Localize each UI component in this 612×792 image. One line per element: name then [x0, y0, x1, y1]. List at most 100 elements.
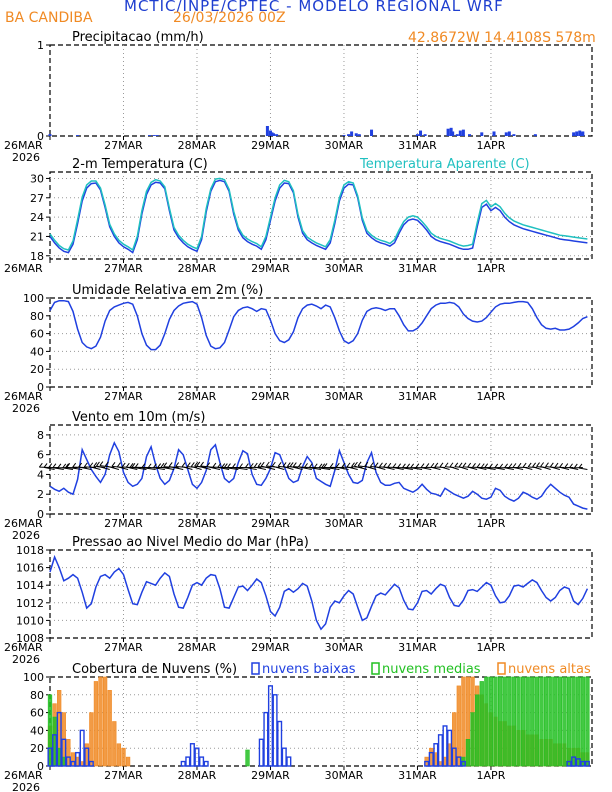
wind-barb [430, 466, 441, 470]
cloud-bar-nuvens-medias [562, 676, 567, 767]
cloud-bar-nuvens-baixas [442, 725, 448, 767]
rh-ytick-label: 80 [30, 310, 44, 323]
cloud-bar-nuvens-medias [507, 676, 512, 767]
wind-barb-tick [323, 463, 328, 468]
cloud-bar-nuvens-medias [534, 676, 540, 767]
precip-bar [449, 127, 453, 136]
cloud-bar-nuvens-baixas [52, 734, 58, 767]
wind-barb-tick [48, 463, 53, 468]
wind-barb-tick [57, 463, 62, 469]
wind-barb-tick [430, 462, 435, 468]
cloud-bar-nuvens-altas [125, 756, 131, 767]
wind-barb-tick [346, 462, 351, 468]
pressure-xtick-label: 28MAR [178, 641, 217, 654]
cloud-bar-nuvens-baixas [571, 756, 577, 767]
wind-barb-tick [206, 462, 211, 467]
wind-series-line [49, 440, 588, 510]
temp-xtick-label: 26MAR [4, 262, 43, 275]
wind-barb-tick [282, 462, 287, 467]
cloud-bar-nuvens-medias [566, 676, 572, 767]
wind-barb [504, 467, 515, 471]
precip-year-label: 2026 [12, 151, 40, 164]
wind-barb-tick [578, 463, 583, 469]
precip-bar [480, 132, 484, 136]
wind-barb-tick [260, 461, 265, 467]
wind-barb-tick [308, 463, 313, 468]
wind-barb [578, 467, 588, 471]
precip-bar [492, 131, 496, 136]
wind-barb-tick [117, 462, 121, 468]
wind-barb [224, 467, 239, 471]
wind-barb-tick [402, 463, 406, 469]
cloud-bar-nuvens-medias [479, 681, 484, 767]
wind-ytick-label: 6 [37, 449, 44, 462]
cloud-bar-nuvens-baixas [75, 751, 81, 767]
wind-barb [105, 465, 120, 470]
wind-barb-tick [494, 463, 499, 469]
cloud-bar-nuvens-baixas [267, 685, 274, 767]
precip-bar [370, 129, 374, 136]
wind-barb-tick [549, 462, 554, 468]
cloud-bar-nuvens-medias [484, 676, 489, 767]
wind-barb-tick [186, 462, 191, 467]
wind-barb-tick [527, 462, 532, 468]
clouds-xtick-label: 27MAR [104, 769, 143, 782]
clouds-xtick-label: 31MAR [398, 769, 437, 782]
wind-barb [569, 467, 579, 471]
wind-barb-tick [425, 463, 430, 468]
wind-barb-tick [99, 461, 104, 466]
wind-barb [282, 466, 294, 470]
wind-barb-tick [545, 462, 549, 467]
wind-barb [336, 466, 349, 471]
wind-barb-tick [480, 463, 485, 468]
wind-barb-tick [271, 461, 276, 467]
clouds-xtick-label: 28MAR [178, 769, 217, 782]
wind-barb-tick [313, 463, 318, 469]
cloud-bar-nuvens-baixas [460, 760, 466, 767]
temp-ytick-label: 30 [30, 172, 44, 185]
cloud-legend-swatch [251, 662, 260, 675]
precip-bar [354, 133, 358, 136]
cloud-bar-nuvens-medias [465, 738, 471, 767]
wind-barb-tick [157, 463, 162, 468]
cloud-bar-nuvens-baixas [70, 760, 76, 767]
wind-barb-tick [66, 462, 71, 468]
temp-series-line [49, 177, 588, 252]
wind-barb-tick [223, 463, 228, 468]
pressure-title: Pressao ao Nivel Medio do Mar (hPa) [72, 535, 309, 550]
cloud-bar-nuvens-medias [557, 676, 562, 767]
precip-bar [357, 134, 361, 136]
cloud-bar-nuvens-baixas [277, 720, 283, 767]
wind-barb-tick [78, 462, 83, 468]
rh-xtick-label: 31MAR [398, 390, 437, 403]
precip-bar [423, 134, 427, 136]
wind-barb-tick [351, 462, 355, 467]
clouds-title: Cobertura de Nuvens (%) [72, 662, 237, 677]
precip-bar [451, 131, 455, 136]
wind-barb-tick [397, 463, 402, 468]
wind-barb [467, 466, 478, 470]
pressure-ytick-label: 1010 [16, 614, 44, 627]
wind-barb-tick [364, 461, 369, 467]
wind-barb [484, 467, 496, 471]
wind-barb-tick [392, 463, 397, 468]
wind-barb-tick [289, 462, 294, 467]
wind-barb [309, 467, 322, 471]
cloud-bar-nuvens-baixas [47, 747, 53, 767]
cloud-bar-nuvens-medias [488, 676, 494, 767]
precip-ytick-label: 0 [37, 130, 44, 143]
wind-barb [323, 466, 340, 471]
wind-barb-tick [111, 462, 116, 467]
clouds-ytick-label: 0 [37, 760, 44, 773]
cloud-bar-nuvens-altas [116, 743, 122, 767]
wind-barb-tick [286, 462, 291, 467]
wind-barb [383, 466, 395, 470]
precip-bar [275, 134, 279, 136]
pressure-xtick-label: 26MAR [4, 641, 43, 654]
wind-barb-tick [253, 462, 258, 468]
cloud-bar-nuvens-baixas [263, 711, 269, 767]
wind-barb-tick [104, 461, 109, 467]
cloud-bar-nuvens-baixas [56, 711, 62, 767]
wind-barb-tick [383, 462, 387, 468]
